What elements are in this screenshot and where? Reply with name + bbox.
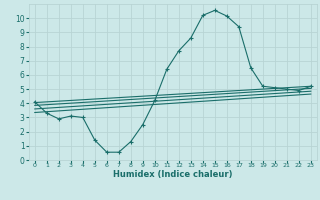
X-axis label: Humidex (Indice chaleur): Humidex (Indice chaleur)	[113, 170, 233, 179]
